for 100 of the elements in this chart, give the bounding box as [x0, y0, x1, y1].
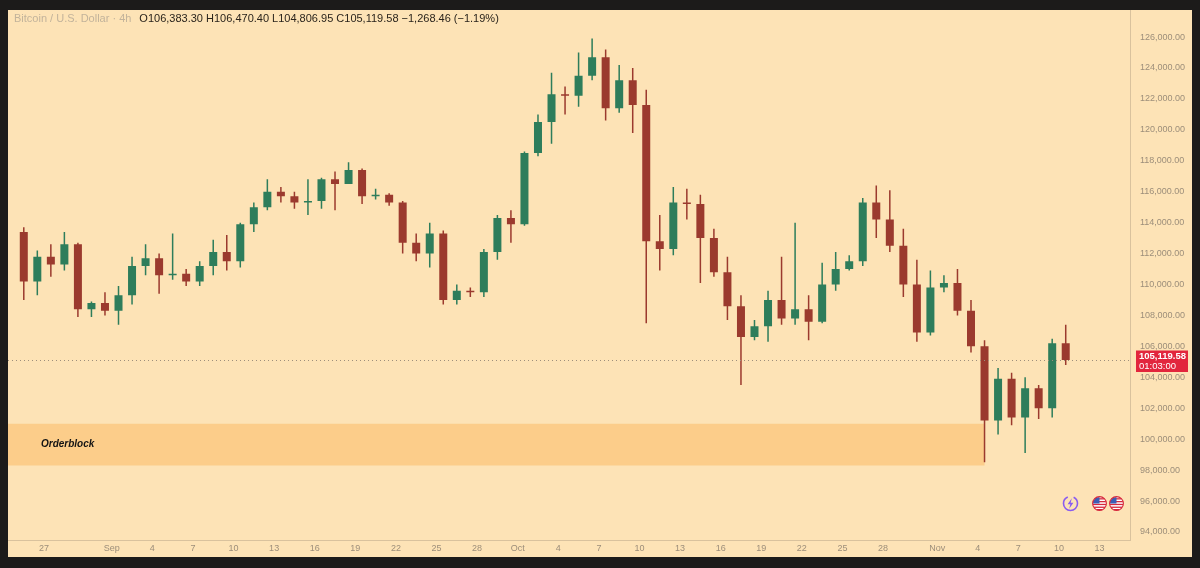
x-tick-label: 7	[190, 542, 196, 553]
x-tick-label: 10	[228, 542, 239, 553]
candlestick	[46, 244, 55, 277]
candlestick	[953, 269, 962, 316]
candlestick	[642, 89, 651, 324]
candlestick	[182, 269, 191, 287]
candlestick	[317, 177, 326, 209]
candlestick	[155, 253, 164, 294]
y-tick-label: 126,000.00	[1140, 31, 1186, 42]
candlestick	[912, 259, 921, 342]
x-tick-label: 13	[675, 542, 686, 553]
chart-subtitle: O106,383.30 H106,470.40 L104,806.95 C105,119.58 −1,268.46 (−1.19%)	[139, 12, 499, 25]
x-tick-label: 4	[555, 542, 561, 553]
x-tick-label: Nov	[929, 542, 946, 553]
y-tick-label: 106,000.00	[1140, 340, 1186, 351]
candlestick	[764, 290, 773, 342]
candlestick	[263, 179, 272, 211]
y-tick-label: 108,000.00	[1140, 309, 1186, 320]
candlestick	[141, 244, 150, 276]
candlestick	[73, 242, 82, 317]
candlestick	[493, 214, 502, 260]
y-tick-label: 96,000.00	[1140, 495, 1181, 506]
candlestick	[669, 187, 678, 256]
candlestick	[87, 301, 96, 317]
y-tick-label: 104,000.00	[1140, 371, 1186, 382]
candlestick	[1007, 372, 1016, 426]
x-tick-label: 10	[634, 542, 645, 553]
y-tick-label: 94,000.00	[1140, 526, 1181, 537]
x-tick-label: 7	[596, 542, 602, 553]
y-tick-label: 112,000.00	[1140, 248, 1185, 259]
candlestick	[574, 52, 583, 107]
y-tick-label: 110,000.00	[1140, 279, 1185, 289]
y-tick-label: 116,000.00	[1140, 186, 1185, 197]
candlestick	[344, 162, 353, 184]
candlestick	[926, 270, 935, 336]
candlestick	[100, 292, 109, 316]
candlestick	[520, 151, 529, 226]
y-tick-label: 120,000.00	[1140, 124, 1186, 135]
candlestick	[750, 320, 759, 341]
candlestick	[601, 49, 610, 121]
candlestick	[696, 194, 705, 283]
candlestick	[439, 230, 448, 305]
candlestick	[1021, 377, 1030, 454]
candlestick	[845, 255, 854, 271]
chart-title: Bitcoin / U.S. Dollar · 4h	[14, 12, 132, 25]
candlestick	[19, 227, 28, 300]
candlestick	[276, 187, 285, 203]
candlestick	[128, 256, 137, 305]
candlestick	[885, 190, 894, 253]
candlestick	[818, 262, 827, 324]
candlestick	[682, 188, 691, 220]
candlestick	[994, 368, 1003, 435]
candlestick	[628, 68, 637, 133]
candlestick	[736, 295, 745, 386]
x-tick-label: 25	[431, 542, 442, 553]
candlestick	[209, 239, 218, 276]
x-tick-label: 19	[756, 542, 767, 553]
ref-line-label: 105,119.58	[1139, 349, 1187, 361]
candlestick	[791, 222, 800, 325]
y-tick-label: 114,000.00	[1140, 217, 1185, 228]
candlestick	[1061, 324, 1070, 365]
x-tick-label: 4	[149, 542, 155, 553]
candlestick	[385, 193, 394, 206]
candlestick	[506, 210, 515, 243]
x-tick-label: 10	[1053, 542, 1064, 553]
candlestick	[1048, 338, 1057, 418]
candlestick	[195, 261, 204, 287]
candlestick	[412, 233, 421, 262]
y-tick-label: 124,000.00	[1140, 62, 1186, 73]
candlestick	[303, 179, 312, 215]
y-tick-label: 118,000.00	[1140, 155, 1185, 166]
candlestick	[479, 248, 488, 297]
candlestick	[872, 185, 881, 239]
candlestick	[858, 197, 867, 266]
x-tick-label: 27	[39, 542, 50, 553]
x-tick-label: 16	[309, 542, 320, 553]
candlestick	[290, 191, 299, 209]
x-tick-label: 25	[837, 542, 848, 553]
candlestick	[1034, 385, 1043, 420]
x-tick-label: 16	[715, 542, 726, 553]
candlestick	[967, 299, 975, 353]
candlestick	[60, 231, 69, 271]
x-tick-label: 19	[350, 542, 361, 553]
x-tick-label: 4	[975, 542, 981, 553]
candlestick	[533, 114, 542, 157]
candlestick	[655, 214, 664, 271]
x-tick-label: 22	[390, 542, 401, 553]
candlestick	[236, 222, 245, 268]
x-tick-label: 13	[269, 542, 280, 553]
y-tick-label: 100,000.00	[1140, 433, 1186, 444]
candlestick	[723, 256, 732, 321]
x-tick-label: Oct	[510, 542, 526, 553]
candlestick	[899, 228, 908, 297]
candlestick	[588, 38, 597, 81]
x-tick-label: 13	[1094, 542, 1105, 553]
candlestick	[831, 252, 840, 291]
candlestick	[547, 72, 556, 144]
x-tick-label: Sep	[103, 542, 120, 553]
candlestick	[249, 202, 258, 232]
x-tick-label: 28	[878, 542, 889, 553]
